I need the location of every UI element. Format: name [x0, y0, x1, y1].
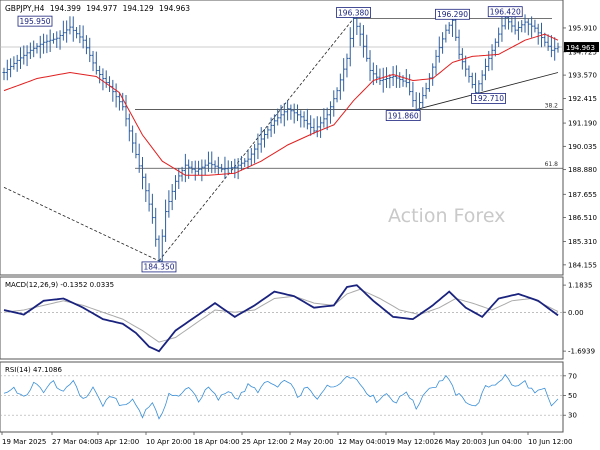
macd-panel-frame: [0, 276, 564, 360]
price-axis-label: 193.570: [568, 72, 597, 80]
rsi-title: RSI(14) 47.1086: [5, 366, 62, 374]
swing-label: 196.290: [437, 10, 468, 19]
time-axis-label: 27 Mar 04:00: [52, 438, 99, 446]
time-axis-label: 18 Apr 04:00: [194, 438, 240, 446]
swing-label-box: [487, 6, 523, 18]
swing-label: 196.380: [338, 8, 369, 17]
price-axis-label: 185.310: [568, 238, 597, 246]
high-value: 194.977: [86, 4, 117, 13]
macd-axis-label: 0.00: [568, 309, 584, 317]
time-axis-label: 10 Apr 20:00: [146, 438, 192, 446]
moving-average-line: [3, 33, 559, 176]
time-axis-label: 3 Jun 04:00: [482, 438, 522, 446]
trendline: [158, 18, 354, 262]
current-price-tag: [564, 42, 599, 53]
price-axis-label: 186.510: [568, 214, 597, 222]
rsi-layer: [0, 373, 563, 420]
time-axis-label: 25 Apr 12:00: [242, 438, 288, 446]
price-axis-label: 184.155: [568, 261, 597, 269]
low-value: 194.129: [123, 4, 154, 13]
price-layer: 38.2 61.8 195.950 184.350 196.380 191.860 196.…: [0, 6, 563, 273]
rsi-axis-label: 30: [568, 412, 577, 420]
rsi-axis-label: 70: [568, 372, 577, 380]
macd-layer: [0, 284, 563, 353]
price-axis-label: 192.415: [568, 95, 597, 103]
axis-layer: 195.910 194.725 193.570 192.415 191.190 190.0…: [1, 24, 599, 446]
price-axis-label: 187.655: [568, 191, 597, 199]
trendline: [416, 72, 559, 110]
time-axis-label: 12 May 04:00: [338, 438, 386, 446]
swing-label-box: [471, 93, 506, 104]
swing-label-box: [141, 261, 177, 273]
swing-label-box: [435, 8, 470, 20]
price-axis-label: 191.190: [568, 120, 597, 128]
swing-label: 184.350: [143, 263, 174, 272]
time-axis-label: 26 May 20:00: [434, 438, 482, 446]
close-value: 194.963: [159, 4, 190, 13]
candles-group: [2, 8, 560, 273]
fib-level-label: 61.8: [545, 161, 559, 168]
swing-label: 192.710: [473, 94, 504, 103]
swing-label: 191.860: [388, 111, 419, 120]
time-axis-label: 10 Jun 12:00: [528, 438, 572, 446]
current-price-tag-label: 194.963: [566, 44, 595, 52]
macd-title: MACD(12,26,9) -0.1352 0.0335: [5, 281, 114, 289]
time-axis-label: 19 Mar 2025: [2, 438, 46, 446]
price-axis-label: 188.880: [568, 166, 597, 174]
macd-axis-label: 1.1835: [568, 282, 593, 290]
macd-axis-label: -1.6939: [568, 348, 595, 356]
trendline: [3, 186, 160, 262]
price-axis-label: 194.725: [568, 48, 597, 56]
chart-header: GBPJPY,H4 194.399 194.977 194.129 194.96…: [5, 4, 190, 13]
swing-label-box: [17, 15, 53, 27]
symbol-label: GBPJPY,H4: [5, 4, 45, 13]
fib-level-label: 38.2: [545, 103, 559, 110]
rsi-panel-frame: [0, 361, 564, 433]
time-axis-label: 2 May 20:00: [290, 438, 334, 446]
watermark: Action Forex: [388, 205, 505, 227]
macd-signal-line: [3, 288, 559, 343]
swing-label: 195.950: [19, 17, 50, 26]
open-value: 194.399: [50, 4, 81, 13]
price-panel-frame: [0, 0, 564, 276]
swing-label-box: [336, 7, 371, 18]
swing-label: 196.420: [490, 7, 521, 16]
macd-line: [3, 284, 559, 353]
rsi-line: [3, 373, 559, 420]
time-axis-label: 3 Apr 12:00: [98, 438, 139, 446]
time-axis-label: 19 May 12:00: [386, 438, 434, 446]
rsi-axis-label: 50: [568, 392, 577, 400]
price-axis-label: 190.035: [568, 143, 597, 151]
price-axis-label: 195.910: [568, 24, 597, 32]
swing-label-box: [385, 110, 421, 121]
